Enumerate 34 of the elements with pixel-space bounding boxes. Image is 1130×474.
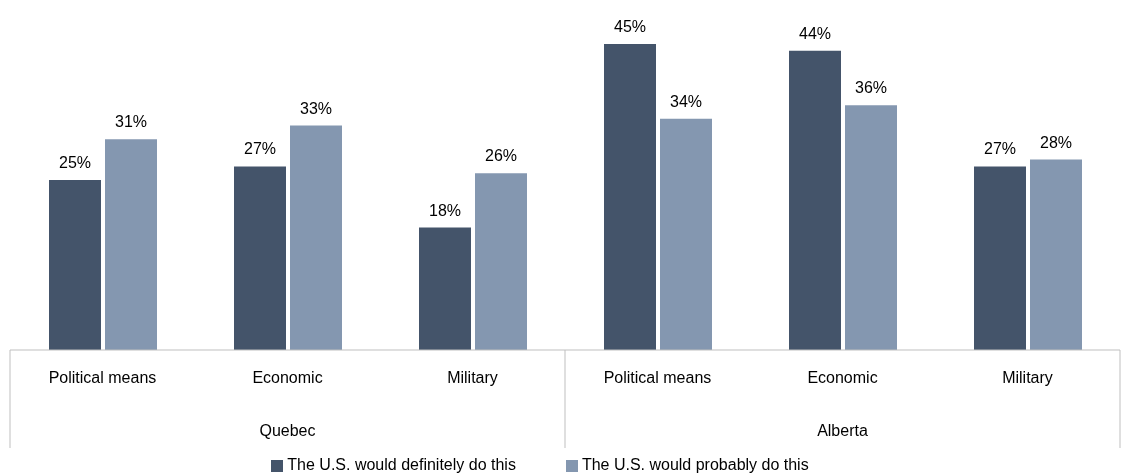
bar <box>290 125 342 350</box>
bar <box>604 44 656 350</box>
text: Alberta <box>817 422 868 439</box>
x-tick-label: Economic <box>807 369 878 387</box>
bar <box>974 166 1026 350</box>
x-tick-label: Economic <box>252 369 323 387</box>
data-label: 25% <box>58 154 92 171</box>
data-label: 44% <box>798 24 832 42</box>
x-tick-label: Military <box>1002 369 1053 387</box>
x-tick-label: Political means <box>603 369 712 387</box>
x-tick-label: Political means <box>48 369 157 387</box>
data-label: 27% <box>983 140 1017 158</box>
data-label: 26% <box>484 147 518 165</box>
bar <box>660 118 712 350</box>
data-label: 27% <box>243 140 277 158</box>
bar <box>845 105 897 350</box>
bar <box>105 139 157 350</box>
legend-label: The U.S. would definitely do this <box>287 456 516 473</box>
bar <box>419 227 471 350</box>
data-label: 18% <box>428 201 462 219</box>
data-label: 34% <box>669 92 703 110</box>
bar <box>1030 159 1082 350</box>
data-label: 33% <box>299 99 333 117</box>
data-label: 45% <box>613 18 647 35</box>
bar <box>234 166 286 350</box>
x-tick-label: Military <box>447 369 498 387</box>
bar <box>789 50 841 350</box>
text: Quebec <box>259 422 316 439</box>
legend-label: The U.S. would probably do this <box>581 456 809 473</box>
bar <box>49 180 101 350</box>
data-label: 28% <box>1039 133 1073 151</box>
data-label: 31% <box>114 113 148 131</box>
data-label: 36% <box>854 79 888 97</box>
bar <box>475 173 527 350</box>
